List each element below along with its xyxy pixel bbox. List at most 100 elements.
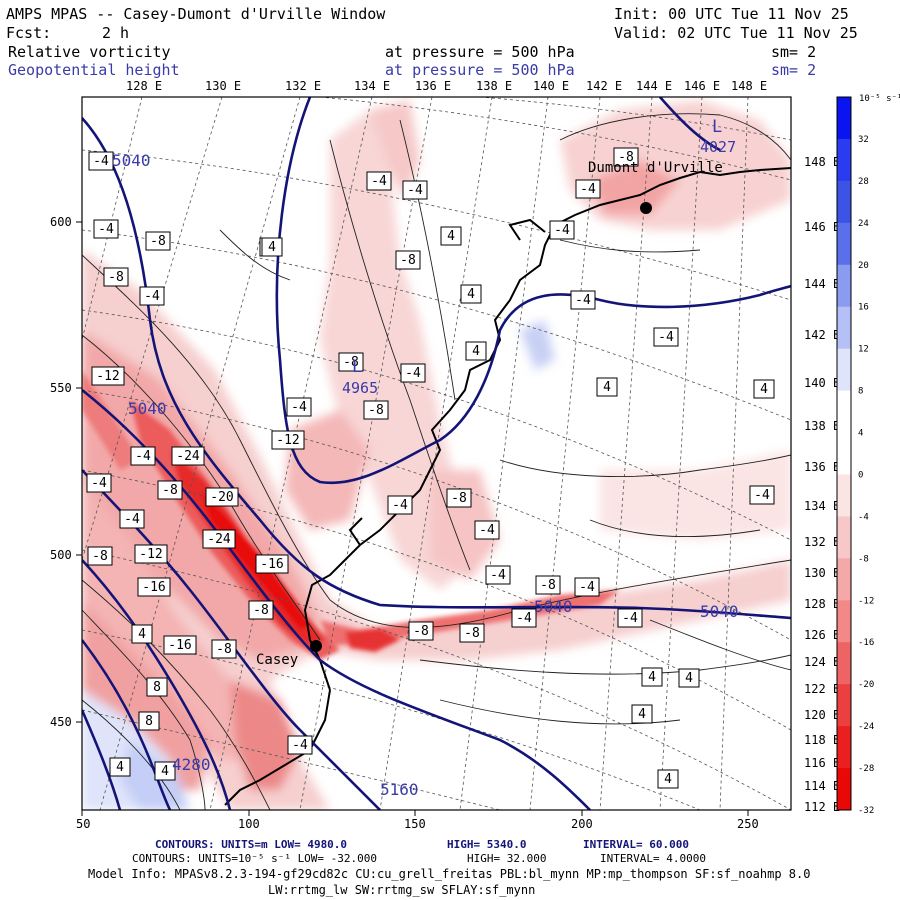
valid-time: Valid: 02 UTC Tue 11 Nov 25: [614, 24, 858, 42]
svg-text:-8: -8: [464, 626, 480, 641]
svg-text:-4: -4: [490, 568, 506, 583]
colorbar-swatch: [837, 600, 851, 643]
height-label: 4027: [700, 138, 736, 156]
svg-text:4: 4: [648, 670, 656, 685]
vort-label: 4: [678, 668, 700, 688]
plot-area: -4 -4 -8 -8 -4 -4 -4 4 4 -8 -4 4 -4 4 -4…: [82, 97, 791, 810]
vort-label: -4: [88, 151, 114, 171]
height-labels: 5040 5040 5040 5040 4965 4027 5160 4280 …: [112, 117, 739, 799]
svg-text:4: 4: [116, 760, 124, 775]
svg-text:-4: -4: [622, 611, 638, 626]
svg-text:-4: -4: [580, 182, 596, 197]
lon-label: 140 E: [804, 376, 840, 390]
forecast-label: Fcst:: [6, 24, 51, 42]
svg-text:-8: -8: [618, 150, 634, 165]
lon-label: 146 E: [804, 220, 840, 234]
colorbar-frame: [836, 96, 852, 811]
vort-label: -8: [613, 147, 639, 167]
lon-label: 128 E: [804, 597, 840, 611]
lon-label: 126 E: [804, 628, 840, 642]
vort-label: -4: [400, 363, 426, 383]
svg-text:-4: -4: [516, 611, 532, 626]
y-tick-label: 450: [50, 715, 72, 729]
svg-text:-4: -4: [392, 498, 408, 513]
vort-label: 4: [109, 757, 131, 777]
colorbar-swatch: [837, 306, 851, 350]
x-tick-label: 50: [76, 817, 90, 831]
lon-label: 128 E: [126, 79, 162, 93]
vort-label: -24: [171, 446, 205, 466]
svg-text:4: 4: [760, 382, 768, 397]
colorbar-label: -16: [858, 638, 874, 648]
svg-text:-12: -12: [276, 433, 299, 448]
lon-label: 112 E: [804, 800, 840, 814]
vort-label: -16: [255, 554, 289, 574]
svg-text:-4: -4: [371, 174, 387, 189]
x-tick-label: 150: [404, 817, 426, 831]
vort-label: 8: [146, 677, 168, 697]
vort-label: -8: [145, 231, 171, 251]
lon-label: 136 E: [415, 79, 451, 93]
low-marker: L: [712, 117, 722, 137]
svg-text:4: 4: [603, 380, 611, 395]
x-tick-label: 100: [238, 817, 260, 831]
lon-label: 138 E: [804, 419, 840, 433]
colorbar-swatch: [837, 138, 851, 182]
lon-label: 124 E: [804, 655, 840, 669]
vort-label: -4: [485, 565, 511, 585]
lon-label: 120 E: [804, 708, 840, 722]
dumont-station-marker: [640, 202, 652, 214]
colorbar-label: 32: [858, 135, 869, 145]
lon-label: 134 E: [354, 79, 390, 93]
svg-text:4: 4: [664, 772, 672, 787]
init-time: Init: 00 UTC Tue 11 Nov 25: [614, 5, 849, 23]
vort-label: -4: [617, 608, 643, 628]
lon-label: 118 E: [804, 733, 840, 747]
height-label: 4965: [342, 379, 378, 397]
colorbar-label: 20: [858, 261, 869, 271]
vort-label: 4: [596, 377, 618, 397]
dumont-label: Dumont d'Urville: [588, 160, 723, 176]
svg-text:-8: -8: [216, 642, 232, 657]
vort-label: 8: [138, 711, 160, 731]
vort-label: -16: [163, 635, 197, 655]
svg-text:-16: -16: [168, 638, 191, 653]
lon-label: 122 E: [804, 682, 840, 696]
stations: Casey Dumont d'Urville: [256, 160, 723, 668]
colorbar-label: -12: [858, 596, 874, 606]
vort-label: -4: [139, 286, 165, 306]
height-label: 5040: [700, 602, 739, 621]
vort-label: -4: [549, 220, 575, 240]
lon-label: 132 E: [804, 535, 840, 549]
vort-label: -4: [286, 397, 312, 417]
svg-text:-4: -4: [144, 289, 160, 304]
svg-text:-4: -4: [91, 476, 107, 491]
colorbar-label: 0: [858, 470, 863, 480]
svg-text:-8: -8: [451, 491, 467, 506]
svg-text:-12: -12: [139, 547, 162, 562]
colorbar-label: 4: [858, 429, 863, 439]
vort-label: 4: [631, 704, 653, 724]
vort-label: -8: [446, 488, 472, 508]
vorticity-contour-info: CONTOURS: UNITS=10⁻⁵ s⁻¹ LOW= -32.000: [132, 852, 377, 865]
colorbar-swatch: [837, 642, 851, 685]
colorbar-unit: 10⁻⁵ s⁻¹: [859, 94, 900, 104]
vort-label: -4: [93, 219, 119, 239]
svg-text:-20: -20: [210, 490, 233, 505]
vort-label: -8: [408, 621, 434, 641]
svg-text:-4: -4: [579, 580, 595, 595]
svg-text:-4: -4: [135, 449, 151, 464]
vort-label: -24: [202, 529, 236, 549]
vort-label: -4: [119, 509, 145, 529]
svg-text:4: 4: [685, 671, 693, 686]
svg-text:8: 8: [145, 714, 153, 729]
lon-label: 130 E: [205, 79, 241, 93]
height-contour-info: CONTOURS: UNITS=m LOW= 4980.0: [155, 838, 347, 851]
vort-label: -8: [157, 480, 183, 500]
lon-label: 140 E: [533, 79, 569, 93]
casey-label: Casey: [256, 652, 298, 668]
lon-label: 134 E: [804, 499, 840, 513]
field1-pressure: at pressure = 500 hPa: [385, 43, 575, 61]
colorbar-label: 24: [858, 219, 869, 229]
lon-label: 132 E: [285, 79, 321, 93]
